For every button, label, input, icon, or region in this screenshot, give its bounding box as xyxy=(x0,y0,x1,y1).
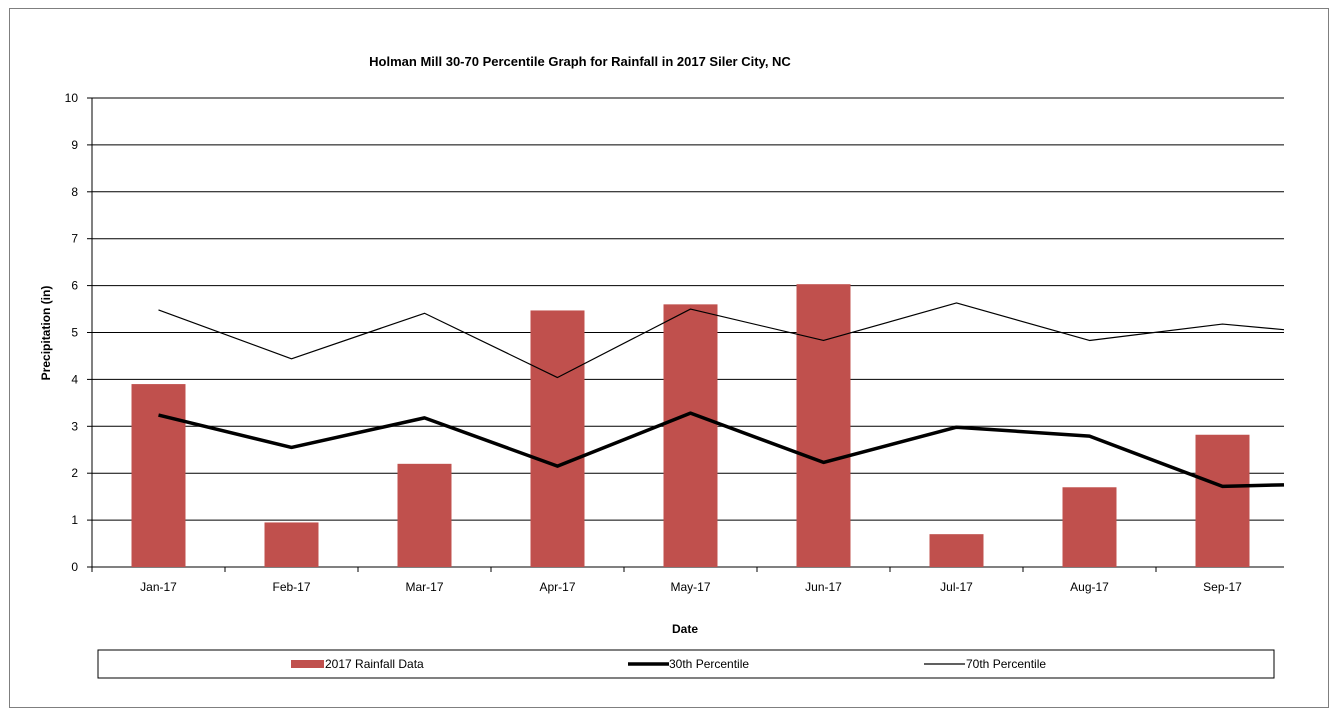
bar xyxy=(132,384,186,567)
y-tick-labels: 0 1 2 3 4 5 6 7 8 9 10 xyxy=(65,91,79,574)
x-tick-label: Aug-17 xyxy=(1070,580,1109,594)
lines xyxy=(158,303,1284,486)
bar xyxy=(531,310,585,567)
bar xyxy=(664,304,718,567)
y-tick-label: 1 xyxy=(71,513,78,527)
x-axis-label: Date xyxy=(672,622,698,636)
y-tick-label: 0 xyxy=(71,560,78,574)
chart-title: Holman Mill 30-70 Percentile Graph for R… xyxy=(369,54,791,69)
x-tick-label: Mar-17 xyxy=(405,580,443,594)
legend-label-70th: 70th Percentile xyxy=(966,657,1046,671)
y-tick-label: 2 xyxy=(71,466,78,480)
bar xyxy=(1063,487,1117,567)
x-tick-label: Apr-17 xyxy=(539,580,575,594)
y-tick-label: 7 xyxy=(71,232,78,246)
bar xyxy=(265,522,319,567)
bar xyxy=(797,284,851,567)
legend-label-rainfall: 2017 Rainfall Data xyxy=(325,657,424,671)
x-tick-label: Sep-17 xyxy=(1203,580,1242,594)
y-tick-label: 5 xyxy=(71,326,78,340)
y-tick-label: 8 xyxy=(71,185,78,199)
bar xyxy=(398,464,452,567)
bar xyxy=(1196,435,1250,567)
y-tick-label: 6 xyxy=(71,279,78,293)
legend-swatch-rainfall xyxy=(291,660,324,668)
x-tick-label: Feb-17 xyxy=(272,580,310,594)
line-30th-percentile xyxy=(159,413,1285,486)
x-tick-labels: Jan-17 Feb-17 Mar-17 Apr-17 May-17 Jun-17 Jul-… xyxy=(140,580,1242,594)
y-tick-label: 9 xyxy=(71,138,78,152)
y-axis-label: Precipitation (in) xyxy=(39,286,53,381)
x-tick-label: Jan-17 xyxy=(140,580,177,594)
y-tick-label: 10 xyxy=(65,91,79,105)
x-tick-label: Jul-17 xyxy=(940,580,973,594)
x-tick-label: May-17 xyxy=(670,580,710,594)
y-tick-label: 4 xyxy=(71,372,78,386)
x-tick-label: Jun-17 xyxy=(805,580,842,594)
line-70th-percentile xyxy=(159,303,1285,378)
legend: 2017 Rainfall Data 30th Percentile 70th … xyxy=(98,650,1274,678)
bars xyxy=(132,284,1250,567)
bar xyxy=(930,534,984,567)
legend-label-30th: 30th Percentile xyxy=(669,657,749,671)
y-tick-label: 3 xyxy=(71,419,78,433)
